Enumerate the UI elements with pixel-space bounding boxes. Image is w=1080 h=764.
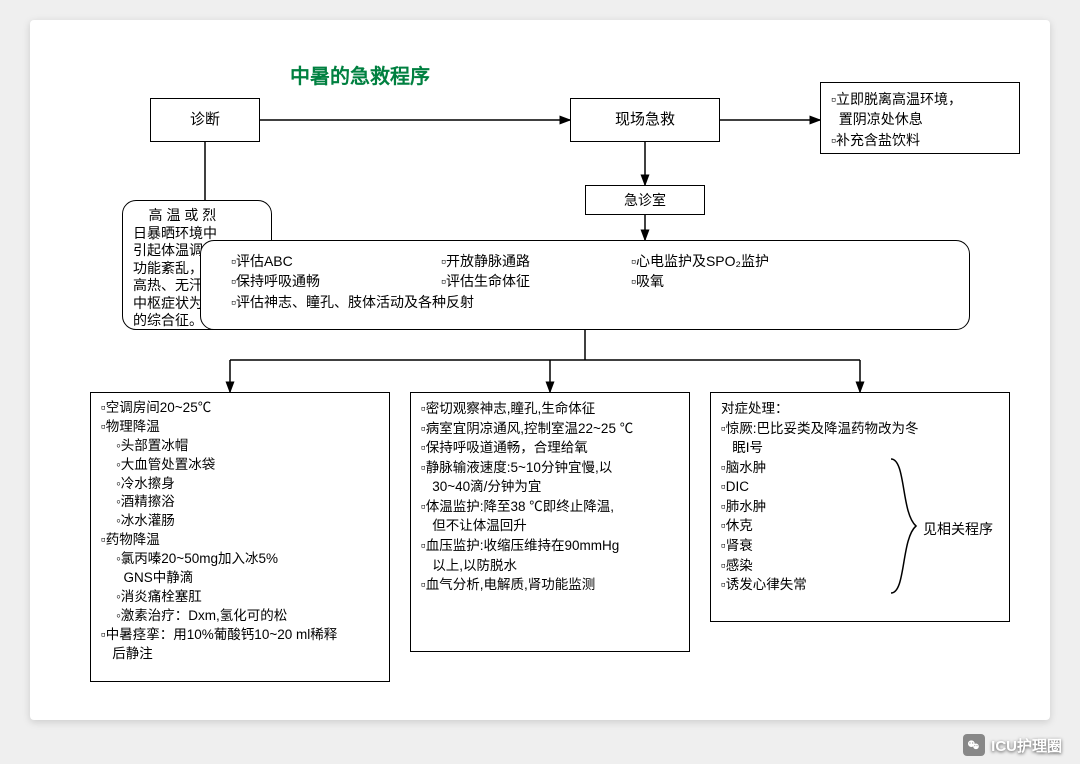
list-item: ◦氯丙嗪20~50mg加入冰5% <box>101 550 379 569</box>
node-treat1: ▫空调房间20~25℃ ▫物理降温 ◦头部置冰帽 ◦大血管处置冰袋 ◦冷水擦身 … <box>90 392 390 682</box>
list-item: ▫血气分析,电解质,肾功能监测 <box>421 575 679 595</box>
list-item: ◦消炎痛栓塞肛 <box>101 588 379 607</box>
list-item: ◦激素治疗：Dxm,氢化可的松 <box>101 607 379 626</box>
node-label: 急诊室 <box>624 190 666 210</box>
list-item: 但不让体温回升 <box>421 516 679 536</box>
node-label: 现场急救 <box>615 109 675 131</box>
list-item: ◦头部置冰帽 <box>101 437 379 456</box>
list-item: ▫脑水肿 <box>721 458 999 478</box>
list-item: 以上,以防脱水 <box>421 556 679 576</box>
list-item: ▫惊厥:巴比妥类及降温药物改为冬 <box>721 419 999 439</box>
list-item: ▫中暑痉挛：用10%葡酸钙10~20 ml稀释 <box>101 626 379 645</box>
list-item: 后静注 <box>101 645 379 664</box>
list-item: ▫立即脱离高温环境， <box>831 89 1009 109</box>
list-item: ▫评估神志、瞳孔、肢体活动及各种反射 <box>231 292 474 312</box>
list-item: ◦冰水灌肠 <box>101 512 379 531</box>
node-assess: ▫评估ABC ▫保持呼吸通畅 ▫评估神志、瞳孔、肢体活动及各种反射 ▫开放静脉通… <box>200 240 970 330</box>
list-item: ▫物理降温 <box>101 418 379 437</box>
list-item: ▫保持呼吸通畅 <box>231 271 474 291</box>
list-item: ▫肺水肿 <box>721 497 999 517</box>
list-item: ▫病室宜阴凉通风,控制室温22~25 ℃ <box>421 419 679 439</box>
list-item: 30~40滴/分钟为宜 <box>421 477 679 497</box>
list-item: GNS中静滴 <box>101 569 379 588</box>
list-item: ▫吸氧 <box>631 271 769 291</box>
node-label: 诊断 <box>190 109 220 131</box>
list-item: 置阴凉处休息 <box>831 109 1009 129</box>
list-item: ▫体温监护:降至38 ℃即终止降温, <box>421 497 679 517</box>
footer-text: ICU护理圈 <box>991 735 1062 756</box>
node-treat3: 对症处理： ▫惊厥:巴比妥类及降温药物改为冬 眠I号 ▫脑水肿 ▫DIC ▫肺水… <box>710 392 1010 622</box>
text-line: 高 温 或 烈 <box>133 207 261 225</box>
list-item: ◦酒精擦浴 <box>101 493 379 512</box>
list-item: ▫评估ABC <box>231 251 474 271</box>
node-er: 急诊室 <box>585 185 705 215</box>
list-item: 对症处理： <box>721 399 999 419</box>
node-advice: ▫立即脱离高温环境， 置阴凉处休息 ▫补充含盐饮料 <box>820 82 1020 154</box>
list-item: ▫心电监护及SPO₂监护 <box>631 251 769 271</box>
list-item: ◦大血管处置冰袋 <box>101 456 379 475</box>
list-item: ▫感染 <box>721 556 999 576</box>
list-item: ▫密切观察神志,瞳孔,生命体征 <box>421 399 679 419</box>
list-item: ▫药物降温 <box>101 531 379 550</box>
wechat-icon <box>963 734 985 756</box>
list-item: ▫诱发心律失常 <box>721 575 999 595</box>
node-onsite: 现场急救 <box>570 98 720 142</box>
list-item: 眠I号 <box>721 438 999 458</box>
list-item: ▫补充含盐饮料 <box>831 130 1009 150</box>
slide: 中暑的急救程序 诊断 现场急救 ▫立即脱离高温环境， 置阴凉处休息 ▫补充含盐饮… <box>30 20 1050 720</box>
node-diagnosis: 诊断 <box>150 98 260 142</box>
list-item: ◦冷水擦身 <box>101 475 379 494</box>
list-item: ▫静脉输液速度:5~10分钟宜慢,以 <box>421 458 679 478</box>
list-item: ▫评估生命体征 <box>441 271 530 291</box>
page-title: 中暑的急救程序 <box>290 60 430 89</box>
list-item: ▫DIC <box>721 477 999 497</box>
list-item: ▫空调房间20~25℃ <box>101 399 379 418</box>
brace-label: 见相关程序 <box>923 519 993 539</box>
list-item: ▫开放静脉通路 <box>441 251 530 271</box>
list-item: ▫保持呼吸道通畅，合理给氧 <box>421 438 679 458</box>
footer-credit: ICU护理圈 <box>963 734 1062 756</box>
node-treat2: ▫密切观察神志,瞳孔,生命体征 ▫病室宜阴凉通风,控制室温22~25 ℃ ▫保持… <box>410 392 690 652</box>
list-item: ▫血压监护:收缩压维持在90mmHg <box>421 536 679 556</box>
